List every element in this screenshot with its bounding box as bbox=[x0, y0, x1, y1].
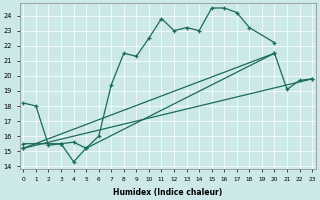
X-axis label: Humidex (Indice chaleur): Humidex (Indice chaleur) bbox=[113, 188, 222, 197]
